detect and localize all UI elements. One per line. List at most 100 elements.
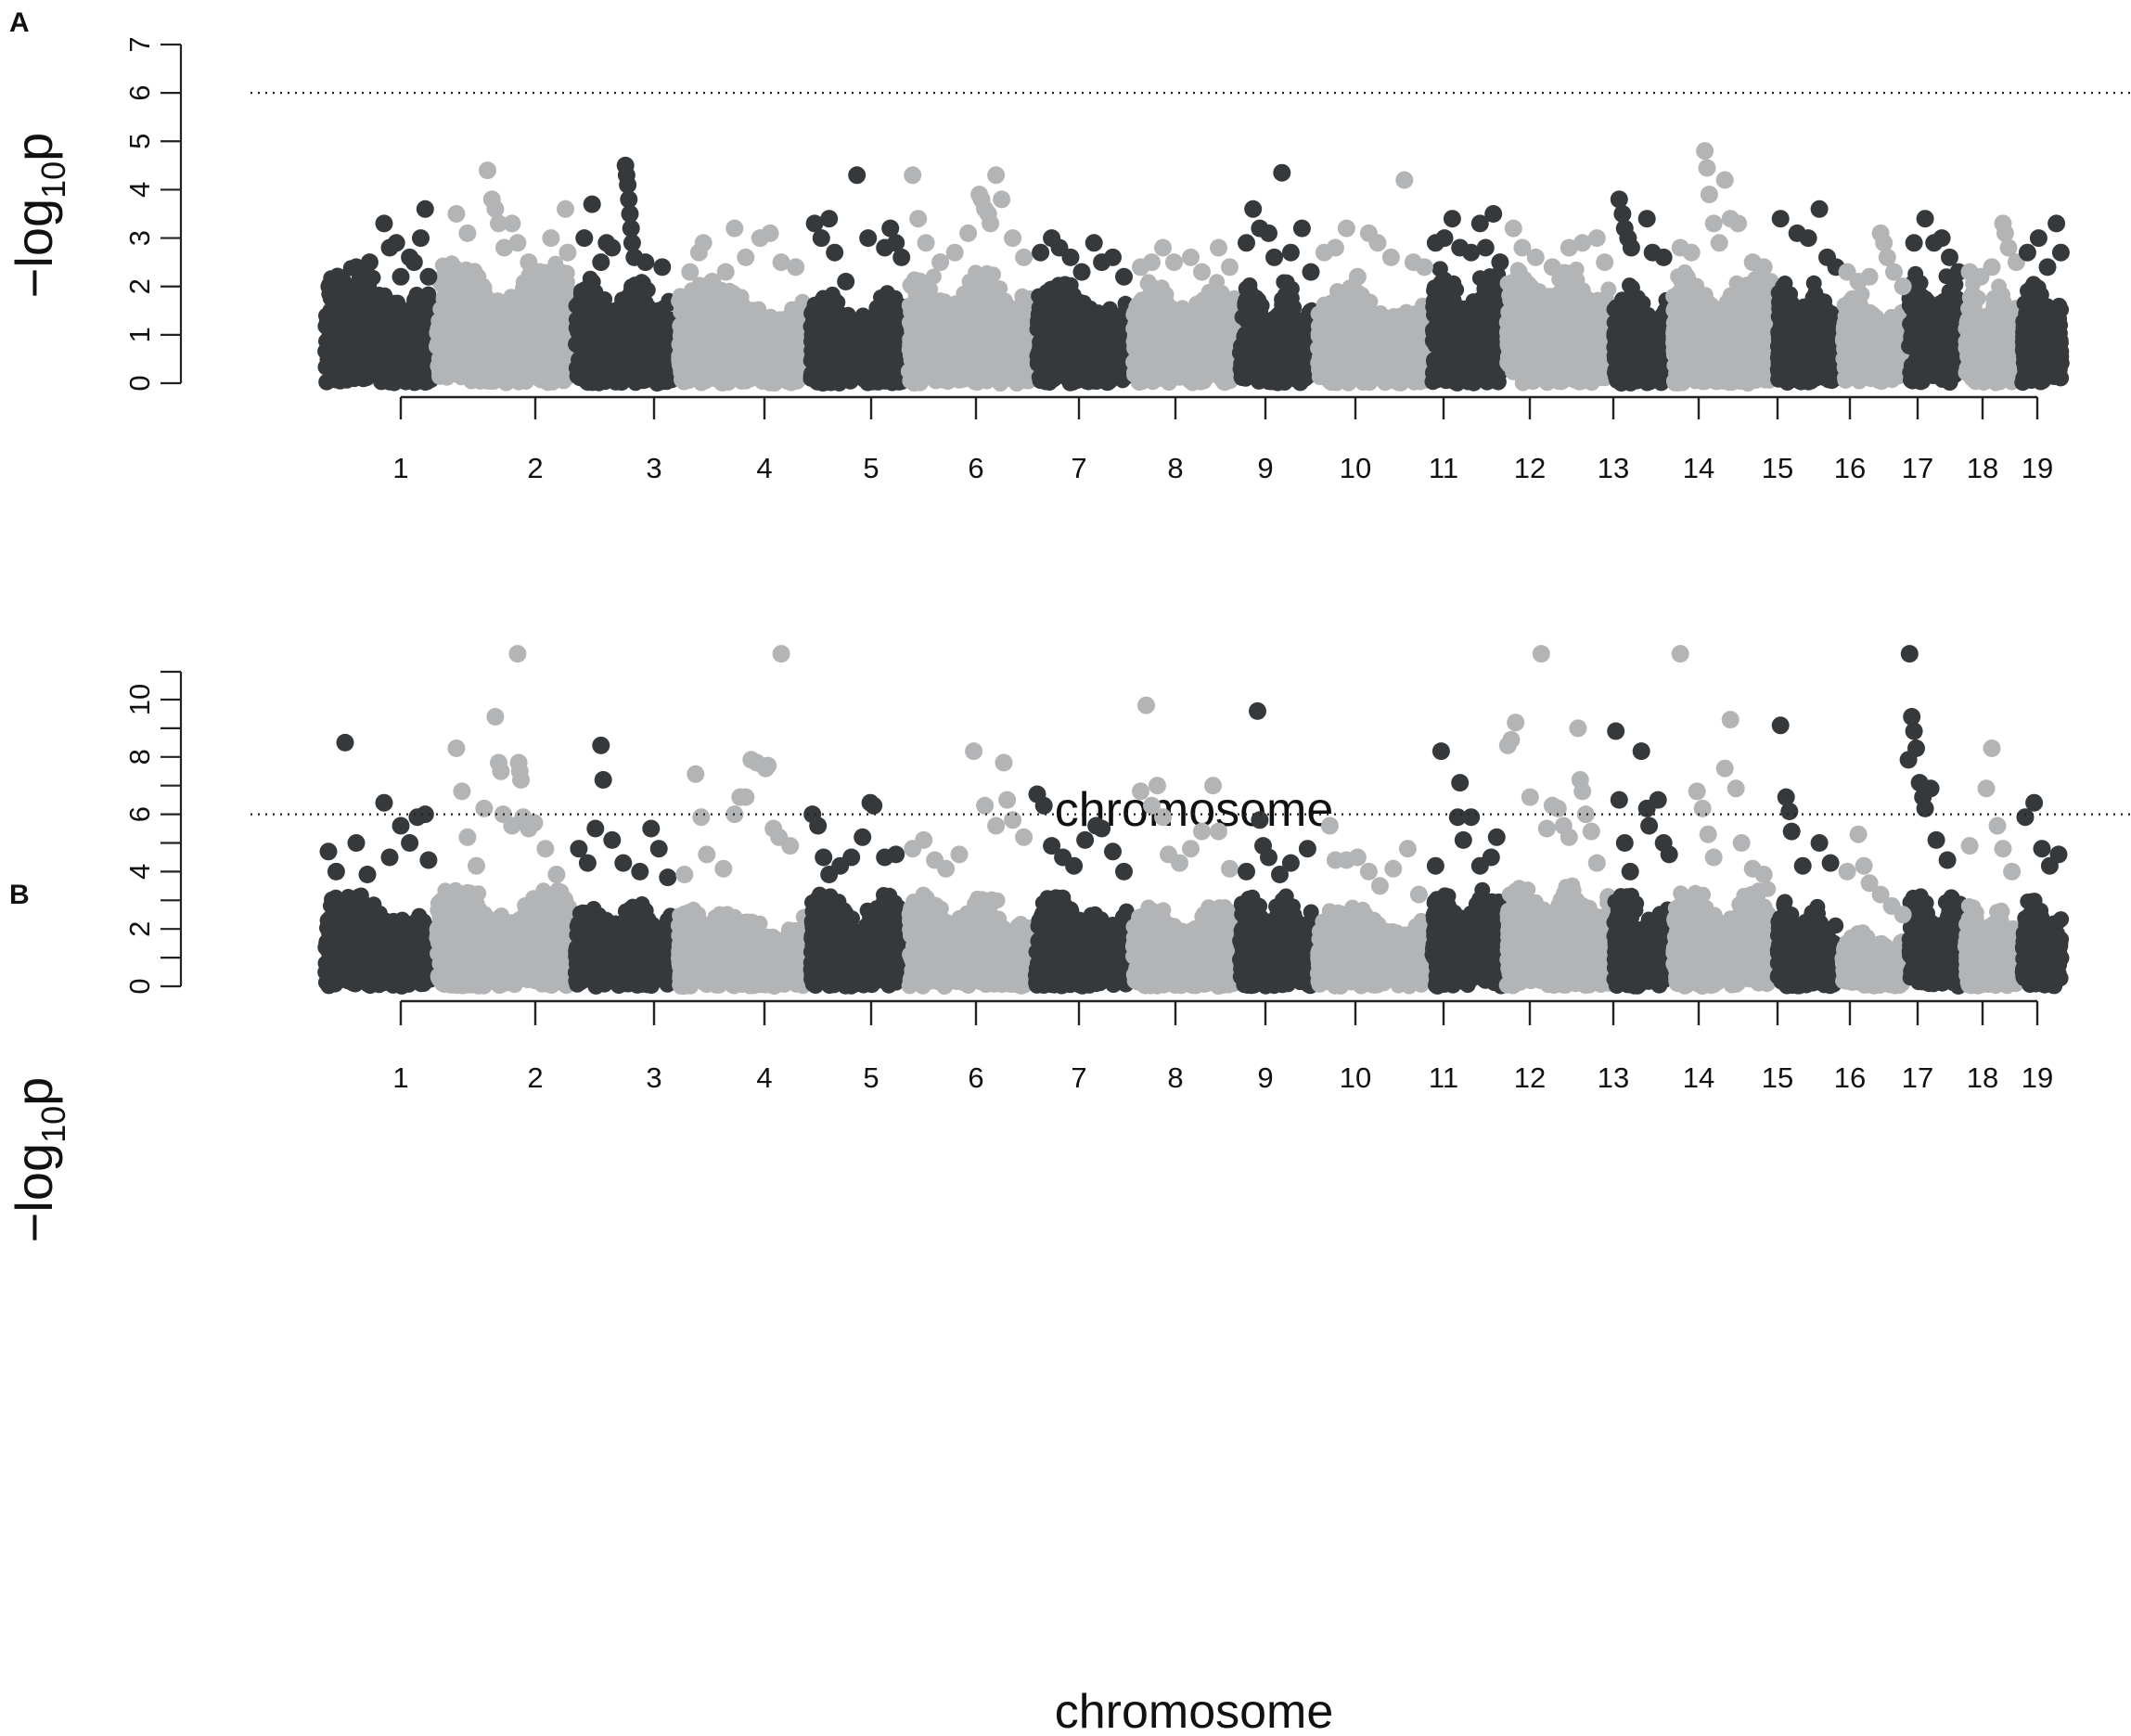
snp-point — [518, 350, 535, 367]
snp-point — [1139, 276, 1156, 292]
snp-point — [929, 330, 946, 347]
snp-point — [327, 330, 345, 348]
snp-point — [349, 323, 366, 341]
snp-point — [675, 373, 693, 391]
snp-point — [1087, 341, 1105, 359]
snp-point — [515, 280, 531, 297]
snp-point — [533, 371, 550, 389]
snp-point — [1042, 286, 1059, 302]
snp-point — [591, 308, 608, 325]
snp-point — [506, 295, 522, 312]
snp-point — [695, 328, 712, 345]
snp-point — [1046, 326, 1063, 343]
snp-point — [627, 374, 645, 392]
snp-point — [444, 349, 461, 366]
snp-point — [815, 368, 833, 386]
snp-point — [489, 349, 507, 366]
snp-point — [846, 359, 864, 377]
snp-point — [1126, 364, 1143, 381]
snp-point — [456, 316, 474, 334]
snp-point — [970, 339, 988, 356]
snp-point — [616, 303, 633, 320]
snp-point — [1173, 326, 1190, 343]
snp-point — [974, 289, 991, 306]
snp-point — [1098, 355, 1116, 373]
snp-point — [934, 366, 952, 384]
snp-point — [362, 269, 379, 286]
panel-a-letter: A — [9, 7, 30, 38]
snp-point — [460, 289, 477, 304]
snp-point — [903, 370, 920, 388]
snp-point — [407, 289, 424, 306]
snp-point — [441, 302, 457, 318]
snp-point — [635, 307, 651, 324]
snp-point — [713, 374, 731, 392]
snp-point — [494, 323, 511, 341]
snp-point — [735, 310, 751, 327]
snp-point — [671, 293, 687, 309]
snp-point — [1074, 309, 1091, 326]
snp-point — [811, 305, 828, 322]
panel-a-chr-1-dense-points — [317, 260, 440, 392]
snp-point — [965, 358, 982, 376]
snp-point — [506, 369, 523, 387]
snp-point — [832, 350, 849, 366]
snp-point — [609, 368, 626, 386]
snp-point — [536, 282, 553, 298]
snp-point — [577, 328, 595, 346]
snp-point — [582, 270, 598, 287]
snp-point — [390, 322, 407, 339]
snp-point — [1059, 295, 1075, 312]
snp-point — [1193, 310, 1210, 327]
snp-point — [439, 274, 455, 290]
snp-point — [775, 328, 792, 346]
snp-point — [880, 339, 898, 356]
snp-point — [995, 327, 1012, 343]
snp-point — [861, 362, 879, 379]
snp-point — [725, 341, 743, 358]
snp-point — [788, 316, 804, 333]
snp-point — [1175, 347, 1193, 365]
snp-point — [988, 300, 1005, 316]
snp-point — [1150, 328, 1168, 346]
snp-point — [1188, 334, 1206, 352]
snp-point — [590, 361, 608, 379]
snp-point — [707, 341, 725, 359]
snp-point — [750, 346, 767, 364]
snp-point — [685, 302, 701, 318]
snp-point — [530, 329, 547, 347]
snp-point — [465, 351, 481, 368]
snp-point — [392, 353, 409, 370]
snp-point — [1008, 360, 1025, 378]
snp-point — [1043, 302, 1059, 318]
snp-point — [347, 367, 365, 385]
snp-point — [1195, 291, 1212, 308]
snp-point — [808, 335, 826, 353]
snp-point — [905, 338, 923, 355]
snp-point — [515, 326, 533, 343]
snp-point — [911, 294, 928, 310]
snp-point — [362, 288, 379, 304]
snp-point — [868, 316, 885, 333]
snp-point — [755, 361, 773, 379]
snp-point — [354, 336, 372, 354]
snp-point — [915, 320, 932, 338]
snp-point — [1147, 359, 1164, 376]
snp-point — [1159, 294, 1175, 311]
snp-point — [623, 325, 641, 342]
snp-point — [828, 300, 844, 316]
snp-point — [725, 285, 741, 301]
panel-a-points — [317, 142, 2070, 392]
snp-point — [1134, 325, 1151, 341]
snp-point — [626, 276, 643, 293]
snp-point — [331, 372, 349, 390]
snp-point — [1199, 358, 1216, 376]
snp-point — [420, 286, 437, 302]
snp-point — [779, 354, 797, 372]
snp-point — [971, 316, 989, 334]
snp-point — [644, 355, 661, 373]
snp-point — [544, 341, 561, 359]
snp-point — [1133, 291, 1149, 308]
snp-point — [621, 341, 637, 358]
snp-point — [655, 300, 672, 316]
